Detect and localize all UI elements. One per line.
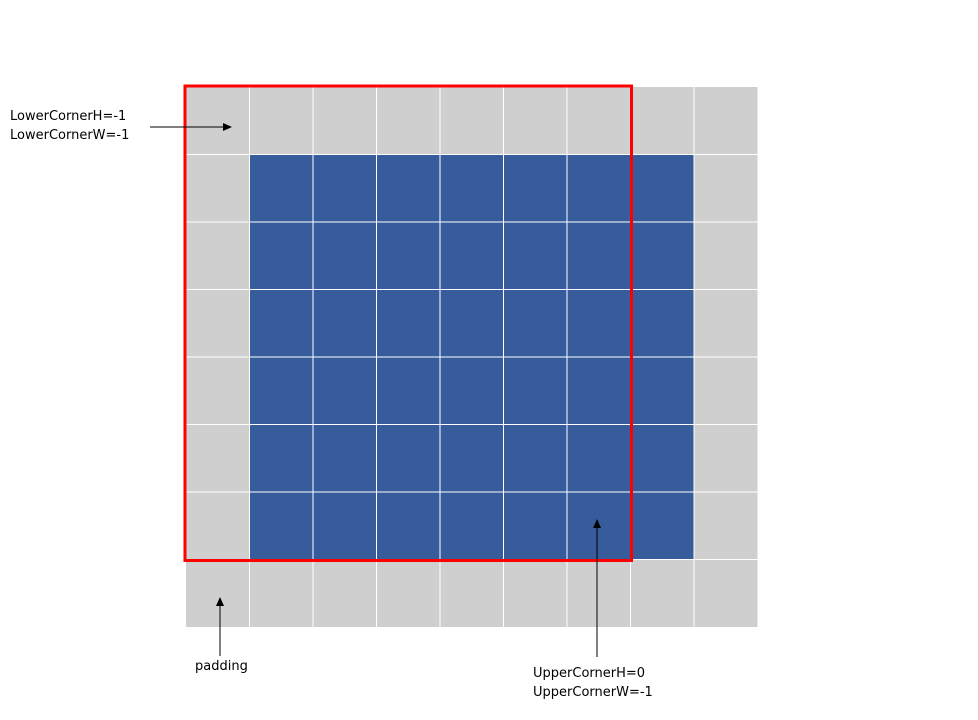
input-cell [503,492,567,560]
input-cell [440,492,504,560]
input-cell [630,289,694,357]
input-cell [567,357,631,425]
input-cell [249,357,313,425]
input-cell [376,289,440,357]
padding-cell [440,87,504,155]
padding-cell [567,559,631,627]
input-cell [503,154,567,222]
input-cell [503,424,567,492]
lower-corner-label: LowerCornerH=-1 LowerCornerW=-1 [10,107,129,145]
input-cell [503,357,567,425]
input-cell [249,492,313,560]
padding-cell [186,424,250,492]
padding-cell [186,154,250,222]
input-cell [630,357,694,425]
input-cell [440,154,504,222]
padding-cell [440,559,504,627]
grid-cells [186,87,758,627]
padding-cell [630,87,694,155]
input-cell [376,492,440,560]
padding-cell [186,357,250,425]
input-cell [440,357,504,425]
input-cell [313,222,377,290]
input-cell [503,289,567,357]
padding-cell [186,289,250,357]
input-cell [440,424,504,492]
input-cell [313,154,377,222]
input-cell [440,222,504,290]
padding-cell [694,154,758,222]
padding-cell [694,492,758,560]
input-cell [249,424,313,492]
input-cell [567,424,631,492]
padding-cell [313,559,377,627]
grid-lines [186,87,758,627]
input-cell [503,222,567,290]
padding-cell [694,559,758,627]
input-cell [249,289,313,357]
padding-cell [630,559,694,627]
input-cell [313,357,377,425]
padding-cell [376,559,440,627]
padding-cell [694,87,758,155]
input-cell [630,424,694,492]
input-cell [567,492,631,560]
input-cell [440,289,504,357]
input-cell [567,222,631,290]
padding-cell [694,357,758,425]
kernel-window-outline [183,84,633,562]
input-cell [630,222,694,290]
padding-text: padding [195,659,248,674]
padding-cell [186,87,250,155]
padding-cell [313,87,377,155]
input-cell [313,424,377,492]
padding-cell [186,222,250,290]
input-cell [630,492,694,560]
input-cell [249,222,313,290]
upper-corner-label: UpperCornerH=0 UpperCornerW=-1 [533,664,653,702]
padding-cell [567,87,631,155]
padding-cell [186,559,250,627]
input-cell [376,424,440,492]
padding-cell [503,87,567,155]
padding-cell [376,87,440,155]
input-cell [313,289,377,357]
padding-cell [186,492,250,560]
padding-cell [503,559,567,627]
padding-cell [249,87,313,155]
upper-corner-h-text: UpperCornerH=0 [533,666,646,681]
padding-label: padding [195,657,248,676]
upper-corner-w-text: UpperCornerW=-1 [533,685,653,700]
input-cell [376,154,440,222]
input-cell [249,154,313,222]
input-cell [630,154,694,222]
lower-corner-w-text: LowerCornerW=-1 [10,128,130,143]
padding-cell [694,289,758,357]
padding-cell [694,222,758,290]
input-cell [567,289,631,357]
input-cell [567,154,631,222]
input-cell [376,357,440,425]
input-cell [313,492,377,560]
padding-cell [694,424,758,492]
padding-cell [249,559,313,627]
input-cell [376,222,440,290]
lower-corner-h-text: LowerCornerH=-1 [10,109,127,124]
